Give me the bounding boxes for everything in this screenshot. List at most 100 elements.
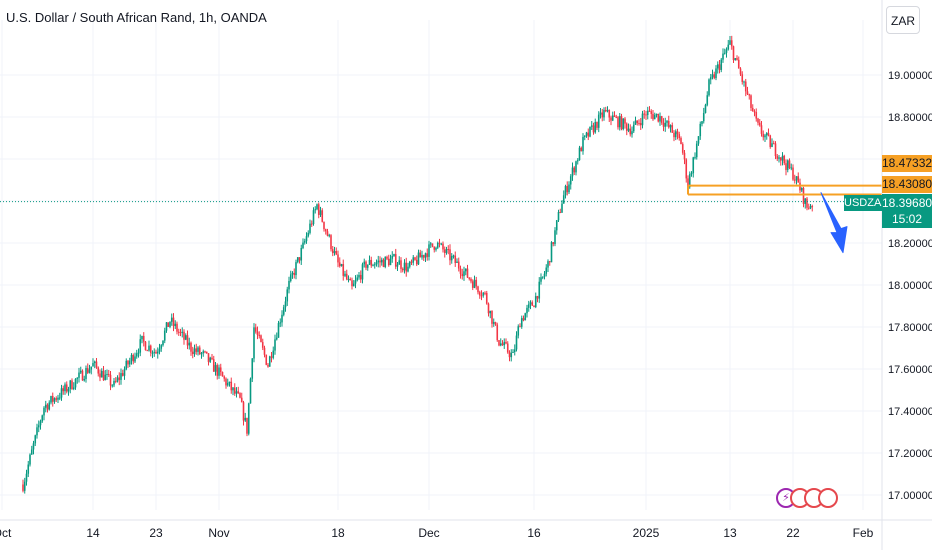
candle-body: [107, 373, 110, 375]
candle-body: [641, 113, 644, 126]
candle-body: [634, 120, 637, 125]
candle-body: [652, 113, 654, 120]
x-tick-label: Nov: [208, 526, 229, 540]
candle-body: [723, 52, 726, 54]
candle-body: [566, 186, 569, 193]
candle-body: [711, 74, 714, 78]
candle-body: [170, 317, 173, 322]
candle-body: [443, 249, 446, 253]
candle-body: [702, 112, 705, 122]
candle-body: [333, 251, 336, 254]
candle-body: [564, 186, 567, 196]
candle-body: [450, 256, 453, 261]
candle-body: [92, 363, 94, 367]
candle-body: [344, 273, 346, 276]
candle-body: [762, 133, 765, 138]
last-price: 18.39680: [882, 196, 932, 210]
candle-body: [44, 404, 47, 408]
candle-body: [426, 253, 429, 257]
candle-body: [636, 120, 639, 124]
candle-body: [53, 398, 56, 402]
candle-body: [421, 255, 423, 258]
x-tick-label: Dec: [418, 526, 439, 540]
candle-body: [650, 111, 653, 114]
candle-body: [282, 307, 285, 315]
candle-body: [512, 351, 514, 353]
x-tick-label: 2025: [633, 526, 660, 540]
candle-body: [697, 136, 700, 144]
candle-body: [309, 223, 311, 233]
candle-body: [158, 348, 161, 352]
candle-body: [345, 273, 348, 280]
candle-body: [589, 126, 591, 137]
candle-body: [529, 302, 532, 305]
candle-body: [470, 278, 472, 282]
candle-body: [694, 157, 696, 159]
candle-body: [254, 327, 257, 332]
candle-body: [767, 133, 770, 136]
candle-body: [293, 272, 296, 276]
candle-body: [403, 262, 406, 271]
candle-body: [330, 235, 332, 250]
candle-body: [405, 262, 408, 272]
candle-body: [137, 352, 140, 354]
candle-body: [169, 321, 171, 327]
candle-body: [645, 114, 647, 116]
candle-body: [415, 259, 418, 265]
candle-body: [261, 342, 264, 348]
candle-body: [86, 368, 89, 373]
candle-body: [494, 322, 497, 325]
candle-body: [43, 407, 45, 416]
candle-body: [541, 276, 544, 278]
candle-body: [78, 372, 80, 378]
candle-body: [97, 367, 100, 374]
candle-body: [730, 40, 733, 47]
candle-body: [104, 374, 107, 381]
candle-body: [774, 143, 777, 157]
candle-body: [452, 255, 455, 257]
candle-body: [191, 351, 194, 355]
candle-body: [515, 335, 518, 350]
candle-body: [408, 261, 411, 267]
candle-body: [757, 118, 759, 123]
candle-body: [65, 384, 68, 392]
candle-body: [361, 264, 364, 280]
candle-body: [139, 339, 142, 353]
candle-body: [347, 278, 350, 280]
candle-body: [750, 95, 752, 108]
candle-body: [198, 347, 201, 355]
candle-body: [230, 381, 233, 391]
candle-body: [706, 95, 709, 105]
candle-body: [130, 354, 133, 361]
candle-body: [615, 116, 618, 118]
events-strip[interactable]: ⚡: [776, 488, 838, 508]
candle-body: [662, 122, 665, 127]
candle-body: [571, 167, 574, 177]
candle-body: [611, 115, 614, 121]
candle-body: [396, 264, 399, 267]
candle-body: [788, 160, 791, 169]
candle-body: [316, 204, 318, 210]
candle-body: [519, 326, 521, 328]
candle-body: [382, 259, 385, 268]
candle-body: [807, 207, 810, 209]
us-flag-icon[interactable]: [818, 488, 838, 508]
candle-body: [648, 110, 651, 112]
candle-body: [256, 331, 259, 336]
y-tick-label: 17.00000: [888, 490, 932, 502]
candle-body: [769, 135, 772, 147]
candle-body: [114, 380, 117, 382]
candle-body: [39, 421, 42, 426]
candle-body: [790, 167, 793, 169]
candle-body: [632, 124, 635, 132]
candle-body: [212, 359, 215, 372]
candle-body: [268, 356, 271, 367]
currency-button[interactable]: ZAR: [886, 6, 920, 34]
candle-body: [305, 236, 308, 242]
candle-body: [165, 322, 168, 331]
candle-body: [592, 125, 595, 133]
candle-body: [725, 49, 728, 53]
candle-body: [533, 305, 535, 308]
candle-body: [659, 116, 661, 122]
